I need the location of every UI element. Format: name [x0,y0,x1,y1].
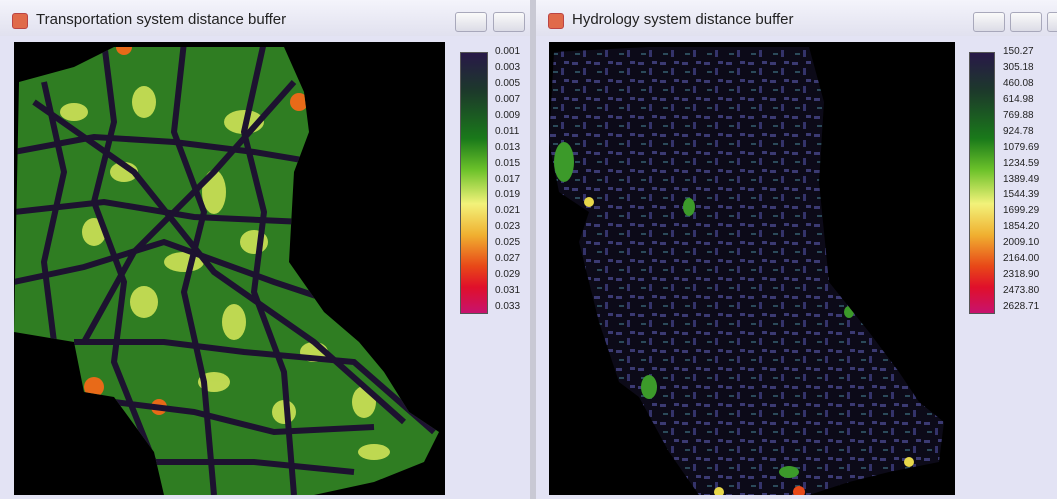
window: Hydrology system distance buffer [536,0,1057,499]
legend-label: 0.003 [495,62,520,73]
window-title: Hydrology system distance buffer [572,11,794,28]
legend-label: 0.015 [495,158,520,169]
legend-label: 0.013 [495,142,520,153]
legend-label: 0.011 [495,126,519,137]
map-image [549,42,955,495]
legend-label: 769.88 [1003,110,1034,121]
map [549,42,955,495]
color-scale [460,52,488,314]
legend-label: 0.017 [495,174,520,185]
title-bar: Transportation system distance buffer [0,0,530,36]
legend-label: 305.18 [1003,62,1034,73]
legend-label: 2009.10 [1003,237,1039,248]
legend-label: 0.023 [495,221,520,232]
legend-label: 0.001 [495,46,520,57]
legend-label: 924.78 [1003,126,1034,137]
legend-label: 2318.90 [1003,269,1039,280]
window-icon [12,13,28,29]
window-icon [548,13,564,29]
legend-label: 1234.59 [1003,158,1039,169]
minimize-button[interactable] [973,12,1005,32]
maximize-button[interactable] [1010,12,1042,32]
title-bar: Hydrology system distance buffer [536,0,1057,36]
legend-label: 2473.80 [1003,285,1039,296]
legend-label: 0.033 [495,301,520,312]
close-button[interactable] [1047,12,1057,32]
minimize-button[interactable] [455,12,487,32]
legend-label: 1079.69 [1003,142,1039,153]
legend-label: 0.007 [495,94,520,105]
legend-label: 2628.71 [1003,301,1039,312]
legend-label: 2164.00 [1003,253,1039,264]
legend-label: 0.005 [495,78,520,89]
legend-label: 0.019 [495,189,520,200]
legend-label: 0.031 [495,285,520,296]
color-scale [969,52,995,314]
legend-label: 1544.39 [1003,189,1039,200]
window-title: Transportation system distance buffer [36,11,286,28]
map [14,42,445,495]
legend-label: 614.98 [1003,94,1034,105]
window: Transportation system distance buffer [0,0,530,499]
legend-label: 150.27 [1003,46,1034,57]
legend-label: 1699.29 [1003,205,1039,216]
legend-label: 0.021 [495,205,520,216]
legend-label: 1389.49 [1003,174,1039,185]
legend-label: 1854.20 [1003,221,1039,232]
legend-label: 0.009 [495,110,520,121]
map-image [14,42,445,495]
screen: Transportation system distance buffer [0,0,1057,499]
legend-label: 0.027 [495,253,520,264]
legend-label: 0.029 [495,269,520,280]
legend-label: 460.08 [1003,78,1034,89]
legend-label: 0.025 [495,237,520,248]
maximize-button[interactable] [493,12,525,32]
